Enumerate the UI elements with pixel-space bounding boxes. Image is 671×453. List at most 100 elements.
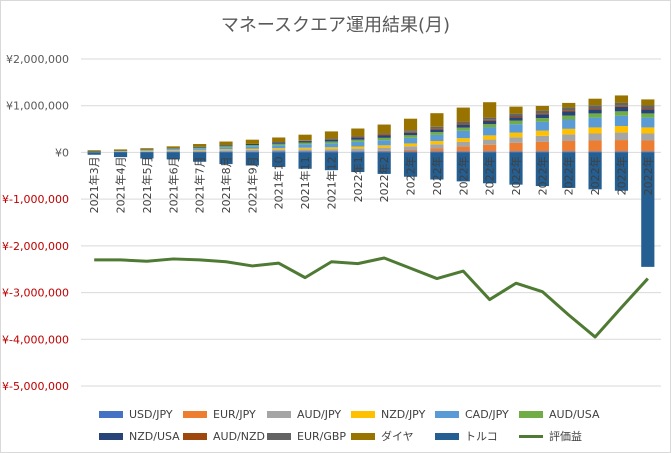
legend-label: NZD/JPY [381,407,426,421]
bar-segment [430,140,444,145]
bar-segment [324,147,339,150]
bar-segment [87,151,101,152]
bar-segment [324,131,339,139]
legend-item: ダイヤ [351,428,435,444]
legend-label: USD/JPY [129,407,173,421]
bar-segment [377,137,391,141]
bar-segment [272,143,286,146]
legend-label: CAD/JPY [465,407,509,421]
bar-segment [219,146,233,148]
bar-segment [298,142,312,145]
x-tick-label: 2022年 [430,156,444,195]
legend-swatch [519,410,543,418]
bar-segment [588,140,602,152]
bar-segment [535,135,549,142]
bar-segment [509,113,523,116]
bar-segment [351,148,365,152]
bar-segment [298,140,312,143]
bar-segment [324,139,339,140]
bar-segment [245,146,259,149]
bar-segment [193,149,207,151]
bar-segment [351,146,365,149]
legend-item: CAD/JPY [435,408,519,421]
y-tick-label: ¥2,000,000 [6,53,69,66]
legend-item: NZD/USA [99,430,183,443]
bar-segment [377,150,391,152]
bar-segment [588,117,602,128]
bar-segment [483,124,497,128]
bar-segment [614,111,629,116]
bar-segment [245,139,259,144]
bar-segment [509,137,523,143]
bar-segment [562,151,576,153]
bar-segment [140,149,154,151]
legend-swatch [99,410,123,418]
legend-swatch [519,434,543,438]
legend-label: ダイヤ [381,430,414,443]
bar-segment [509,142,523,152]
x-tick-label: 2022年1 [351,156,365,202]
bar-segment [483,135,497,140]
y-tick-label: ¥1,000,000 [6,100,69,113]
bar-segment [509,115,523,118]
bar-segment [614,106,629,112]
bar-segment [140,150,154,152]
bar-segment [193,150,207,152]
bar-segment [562,111,576,116]
legend-swatch [267,410,291,418]
bar-segment [614,102,629,106]
bar-segment [324,149,339,152]
bar-segment [641,127,655,134]
bar-segment [377,134,391,136]
bar-segment [324,151,339,153]
bar-segment [535,130,549,136]
y-tick-label: ¥-5,000,000 [2,380,69,393]
bar-segment [641,152,655,267]
bar-segment [535,105,549,111]
bar-segment [614,132,629,141]
bar-segment [641,133,655,141]
bar-segment [140,150,154,151]
bar-segment [562,134,576,141]
legend-label: AUD/JPY [297,407,342,421]
y-tick-label: ¥0 [55,146,69,159]
bar-segment [166,152,180,160]
legend-label: 評価益 [549,430,582,443]
bar-segment [403,135,418,138]
legend-label: AUD/NZD [213,429,265,443]
bar-segment [113,151,128,152]
bar-segment [113,152,128,158]
bar-segment [193,151,207,153]
bar-segment [324,141,339,144]
x-tick-label: 2022年 [562,156,576,195]
bar-segment [403,132,418,136]
x-tick-label: 2022年 [614,156,628,195]
bar-segment [588,113,602,118]
x-tick-label: 2021年4月 [114,156,128,213]
bar-segment [456,107,470,122]
bar-segment [456,151,470,153]
bar-segment [219,151,233,153]
bar-segment [140,151,154,153]
bar-segment [403,131,418,133]
bar-segment [456,130,470,139]
bar-segment [166,150,180,152]
bar-segment [298,134,312,141]
x-tick-label: 2021年12 [324,156,338,209]
bar-segment [377,135,391,138]
bar-segment [166,150,180,151]
legend-label: EUR/JPY [213,407,256,421]
x-tick-label: 2022年 [535,156,549,195]
legend-item: USD/JPY [99,408,183,421]
bar-segment [562,140,576,152]
legend-label: トルコ [465,430,498,443]
bar-segment [166,148,180,149]
bar-segment [193,144,207,147]
x-tick-label: 2022年 [641,156,655,195]
legend-item: AUD/JPY [267,408,351,421]
bar-segment [403,130,418,132]
bar-segment [272,142,286,144]
bar-segment [272,152,286,167]
bar-segment [324,152,339,171]
